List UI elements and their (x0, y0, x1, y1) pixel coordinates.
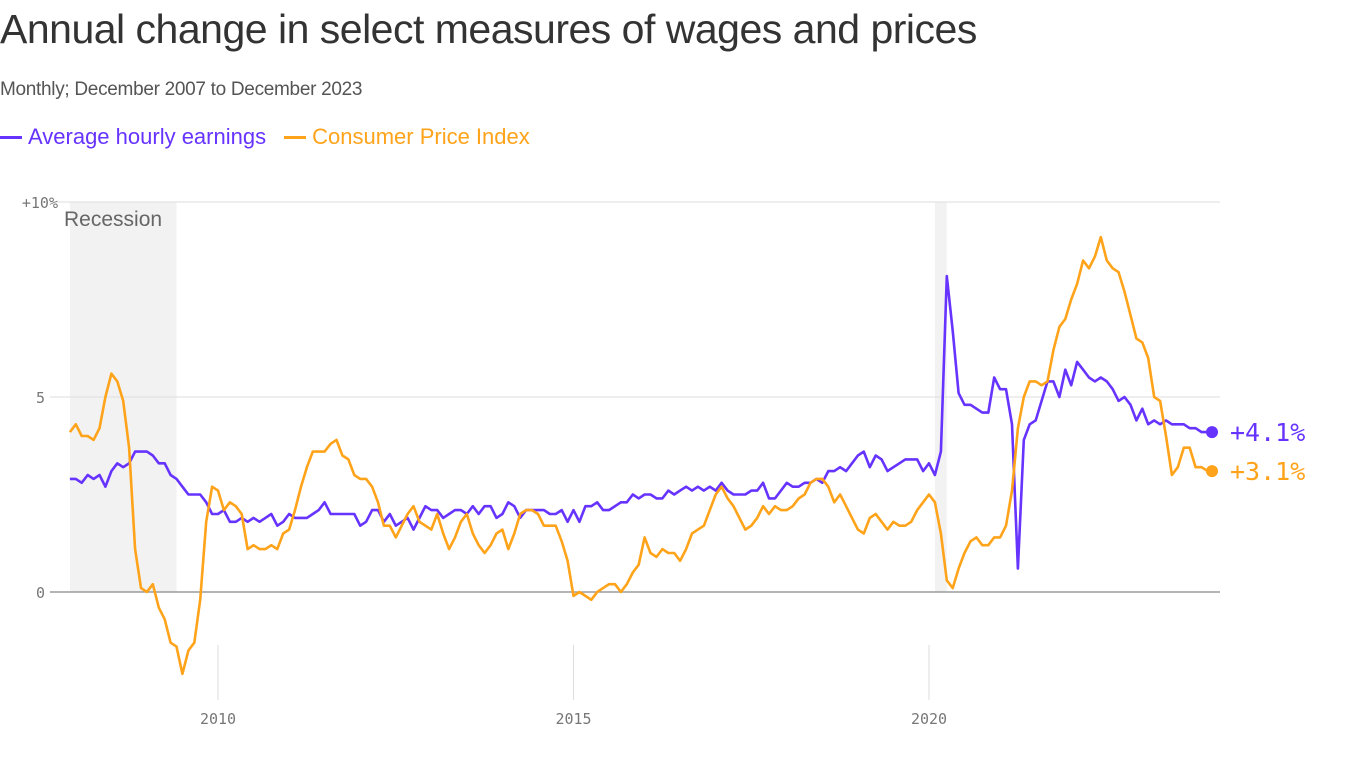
end-label: +4.1% (1230, 418, 1305, 447)
y-tick-label: +10% (22, 194, 58, 212)
series-line-cpi (68, 235, 1209, 676)
x-tick-label: 2015 (555, 710, 591, 728)
end-dot (1206, 465, 1218, 478)
recession-label: Recession (64, 208, 162, 231)
y-tick-label: 5 (36, 389, 45, 407)
legend-item-earnings: Average hourly earnings (0, 124, 266, 150)
legend-label-earnings: Average hourly earnings (28, 124, 267, 149)
end-label: +3.1% (1230, 457, 1305, 486)
legend-swatch-earnings (0, 135, 22, 139)
x-tick-label: 2020 (911, 710, 947, 728)
legend-item-cpi: Consumer Price Index (284, 124, 530, 150)
x-tick-label: 2010 (200, 710, 236, 728)
chart-subtitle: Monthly; December 2007 to December 2023 (0, 79, 363, 100)
series-line-earnings (69, 274, 1208, 570)
y-tick-label: 0 (36, 584, 45, 602)
chart-title: Annual change in select measures of wage… (0, 6, 977, 52)
legend: Average hourly earnings Consumer Price I… (0, 124, 530, 150)
legend-swatch-cpi (284, 135, 307, 139)
legend-label-cpi: Consumer Price Index (312, 124, 530, 149)
end-dot (1206, 426, 1218, 439)
